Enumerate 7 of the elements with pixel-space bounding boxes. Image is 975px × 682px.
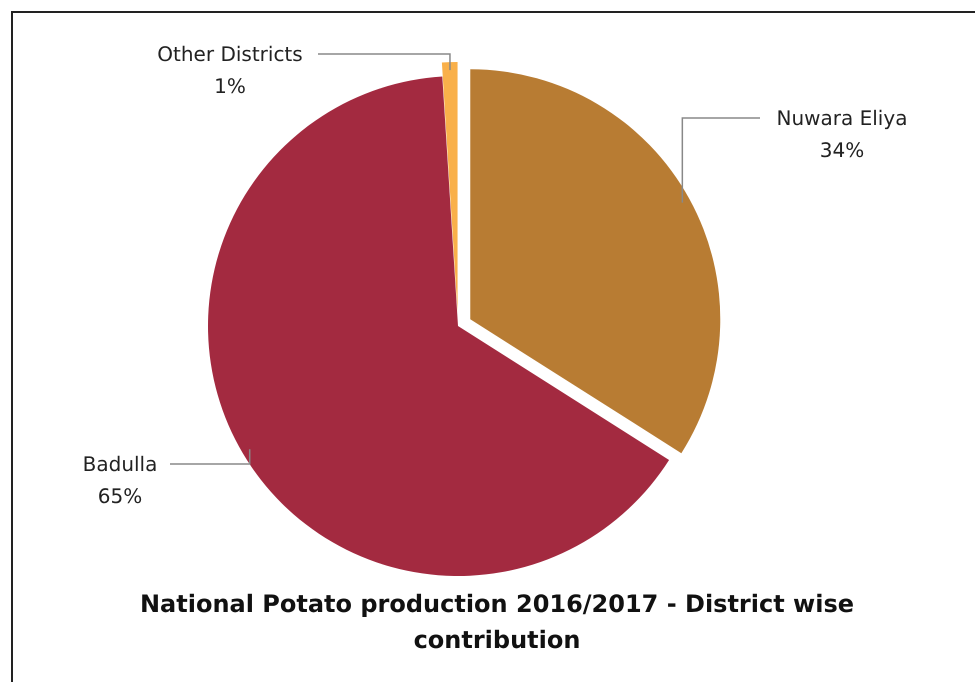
slice-label: Badulla	[82, 452, 158, 476]
data-label: 65%	[98, 484, 142, 508]
slice-label: Other Districts	[157, 42, 303, 66]
text: National Potato production 2016/2017 - District wise contribution	[140, 590, 854, 654]
data-label: 34%	[820, 138, 864, 162]
data-label: 1%	[214, 74, 246, 98]
slice-label: Nuwara Eliya	[776, 106, 908, 130]
